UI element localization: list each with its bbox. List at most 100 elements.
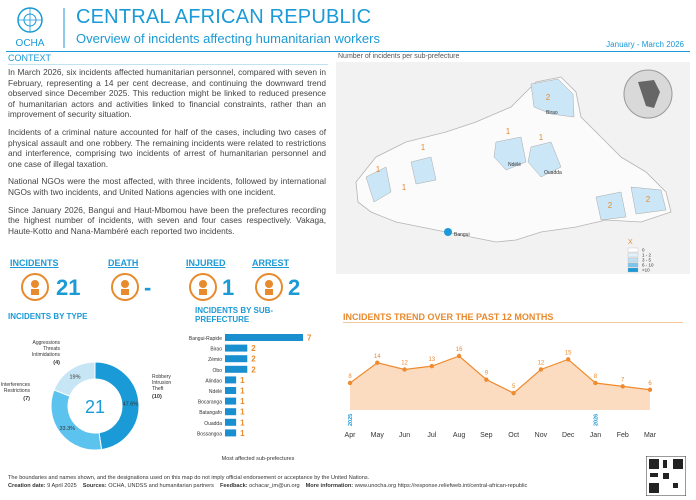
point [620, 384, 625, 389]
bar [225, 408, 237, 416]
map-place: Ouadda [544, 170, 562, 176]
footer-text: 9 April 2025 [47, 483, 77, 489]
key-figure-value: 1 [222, 275, 235, 300]
key-figure-label: DEATH [108, 258, 139, 268]
share-label: 47.6% [123, 401, 139, 407]
category-label: Aggressions Threats Intimidations [32, 340, 61, 358]
qr-block [649, 483, 659, 493]
bar [225, 376, 237, 384]
point [375, 360, 380, 365]
region-bangui [444, 228, 452, 236]
icon-holder [188, 272, 218, 307]
title: CENTRAL AFRICAN REPUBLIC [76, 6, 372, 28]
map-place: Birao [546, 110, 558, 116]
value-label: 15 [565, 350, 572, 356]
icon-glyph [265, 280, 273, 288]
point [511, 390, 516, 396]
category-line: Theft [152, 386, 164, 392]
icon-glyph [265, 289, 273, 295]
x-tick-label: Jan [590, 432, 601, 439]
category-line: Intrusion [152, 380, 171, 386]
disclaimer: The boundaries and names shown, and the … [8, 475, 370, 481]
x-tick-label: Apr [345, 432, 357, 439]
map-count: 1 [506, 127, 511, 136]
footer-text: www.unocha.org https://response.reliefwe… [354, 483, 528, 489]
paragraph: Since January 2026, Bangui and Haut-Mbom… [8, 204, 326, 236]
x-tick-label: Feb [617, 432, 629, 439]
category-label: Bangui-Rapide [189, 336, 222, 342]
share-label: 33.3% [59, 426, 75, 432]
legend-swatch [627, 257, 639, 263]
category-label: Alindao [205, 378, 222, 384]
icon-glyph [199, 289, 207, 295]
footer-text: OCHA, UNDSS and humanitarian partners [108, 483, 214, 489]
subtitle: Overview of incidents affecting humanita… [76, 31, 380, 46]
icon-circle [21, 273, 49, 301]
x-tick-label: Mar [644, 432, 657, 439]
point [538, 367, 544, 372]
value-label: (7) [23, 396, 30, 402]
bar [225, 355, 248, 363]
bar [225, 344, 248, 352]
value-label: 1 [240, 387, 245, 396]
value-label: 2 [251, 365, 256, 374]
icon-holder [254, 272, 284, 307]
value-label: 8 [594, 374, 598, 380]
bar [225, 397, 237, 405]
category-label: Interferences Restrictions [1, 382, 31, 394]
value-label: 12 [538, 361, 545, 367]
value-label: 14 [374, 354, 381, 360]
x-tick-label: Oct [508, 432, 519, 439]
category-line: Threats [43, 346, 60, 352]
point [456, 353, 462, 359]
paragraph: In March 2026, six incidents affected hu… [8, 67, 326, 120]
map-count: 2 [646, 195, 651, 204]
value-label: 1 [240, 429, 245, 438]
qr-block [650, 473, 658, 477]
value-label: 12 [401, 361, 408, 367]
icon [111, 273, 139, 301]
key-figures: INCIDENTS 21 DEATH - INJURED 1 ARREST 2 [8, 258, 328, 308]
key-figure-value: 21 [56, 275, 81, 300]
legend-label: >10 [642, 268, 650, 273]
region-birao [530, 78, 575, 118]
footer-label: Sources: [82, 483, 107, 489]
legend-label: 0 [642, 248, 645, 253]
key-figure-label: INCIDENTS [10, 258, 59, 268]
value-label: (10) [152, 394, 162, 400]
icon-glyph [121, 280, 129, 288]
org-name: OCHA [16, 38, 45, 49]
x-tick-label: Aug [453, 432, 466, 439]
qr-block [663, 460, 667, 468]
value-label: 2 [251, 355, 256, 364]
category-line: Restrictions [4, 388, 31, 394]
globe-africa [638, 80, 660, 108]
axis-label: Most affected sub-prefectures [222, 456, 295, 462]
footer-label: Creation date: [8, 483, 46, 489]
context-heading: CONTEXT [8, 53, 328, 65]
value-label: 16 [456, 347, 463, 353]
region-ouadda [527, 141, 562, 178]
period: January - March 2026 [606, 40, 684, 49]
context-text: In March 2026, six incidents affected hu… [8, 67, 326, 243]
point [565, 357, 571, 362]
point [402, 367, 407, 372]
trend-line [349, 355, 651, 394]
key-figure-value: - [144, 275, 152, 300]
region-obo [630, 186, 667, 215]
x-tick-label: Dec [562, 432, 575, 439]
key-figure-label: INJURED [186, 258, 226, 268]
map-title: Number of incidents per sub-prefecture [338, 53, 460, 60]
map-count: 2 [608, 201, 613, 210]
share-label: 19% [69, 375, 80, 381]
category-label: Ouadda [204, 421, 222, 427]
icon-circle [111, 273, 139, 301]
point [347, 380, 353, 386]
region-batangafo [410, 156, 437, 185]
icon-circle [255, 273, 283, 301]
bar-chart: Bangui-Rapide 7 Birao 2 Zémio 2 Obo 2 Alindao 1 Nd… [189, 334, 312, 463]
year-label: 2025 [348, 414, 354, 426]
section-heading: INCIDENTS BY TYPE [8, 312, 88, 321]
qr-block [673, 483, 678, 488]
